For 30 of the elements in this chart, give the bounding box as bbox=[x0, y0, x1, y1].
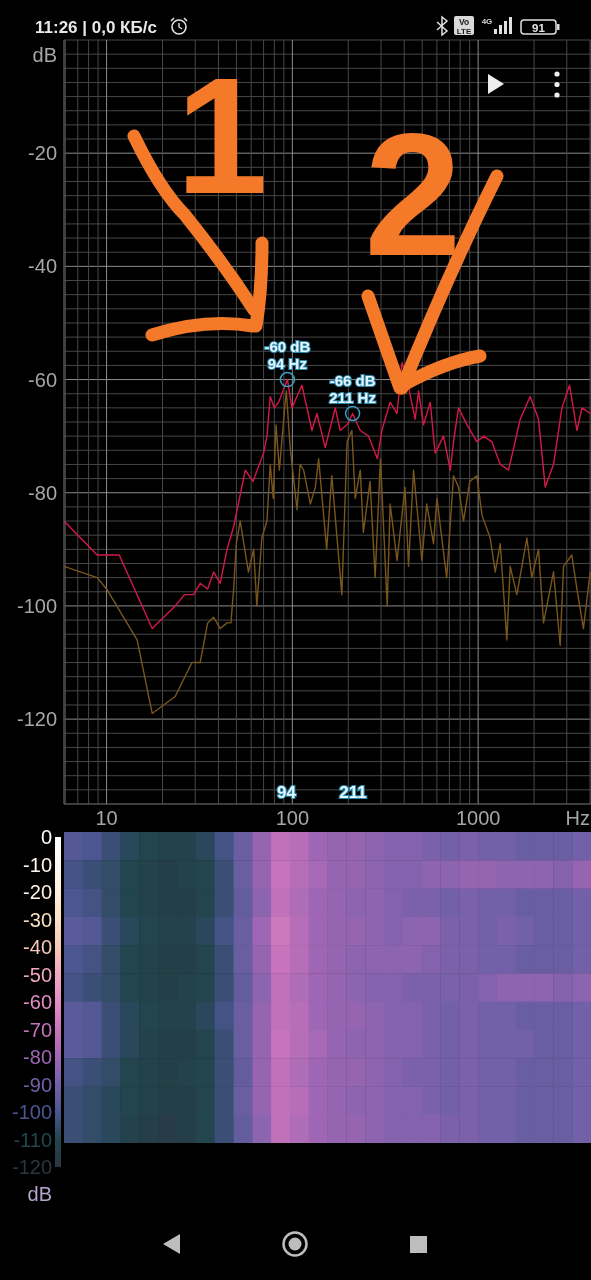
color-bar-label: -30 bbox=[23, 908, 52, 931]
y-tick-label: -20 bbox=[28, 142, 57, 165]
x-axis-title: Hz bbox=[565, 807, 590, 829]
y-tick-label: -120 bbox=[16, 708, 57, 731]
y-tick-label: -80 bbox=[28, 481, 57, 504]
annotation: 94 bbox=[277, 783, 297, 802]
x-tick-label: 100 bbox=[275, 807, 310, 829]
y-tick-label: -100 bbox=[16, 594, 57, 617]
annotation: 1 bbox=[176, 44, 268, 228]
color-bar-title: dB bbox=[27, 1183, 52, 1205]
color-bar-label: -90 bbox=[23, 1073, 52, 1096]
x-tick-label: 10 bbox=[95, 807, 118, 829]
y-axis-title: dB bbox=[32, 44, 57, 66]
color-bar-label: -110 bbox=[13, 1128, 52, 1151]
annotation: 2 bbox=[364, 97, 462, 292]
text: 11:26 | 0,0 КБ/с bbox=[35, 18, 157, 37]
text: LTE bbox=[456, 26, 472, 36]
x-tick-label: 1000 bbox=[455, 807, 501, 829]
annotation: 94 Hz bbox=[267, 354, 307, 372]
annotation: 211 Hz bbox=[329, 388, 376, 406]
annotation: 211 bbox=[339, 783, 367, 802]
color-bar-label: -50 bbox=[23, 963, 52, 986]
color-bar-label: -70 bbox=[23, 1018, 52, 1041]
color-bar-label: 0 bbox=[40, 826, 52, 848]
color-bar-label: -10 bbox=[23, 853, 52, 876]
text: 91 bbox=[532, 21, 546, 34]
y-tick-label: -40 bbox=[28, 255, 57, 278]
y-tick-label: -60 bbox=[28, 368, 57, 391]
text: 4G bbox=[481, 16, 493, 26]
text: Vo bbox=[458, 17, 470, 28]
